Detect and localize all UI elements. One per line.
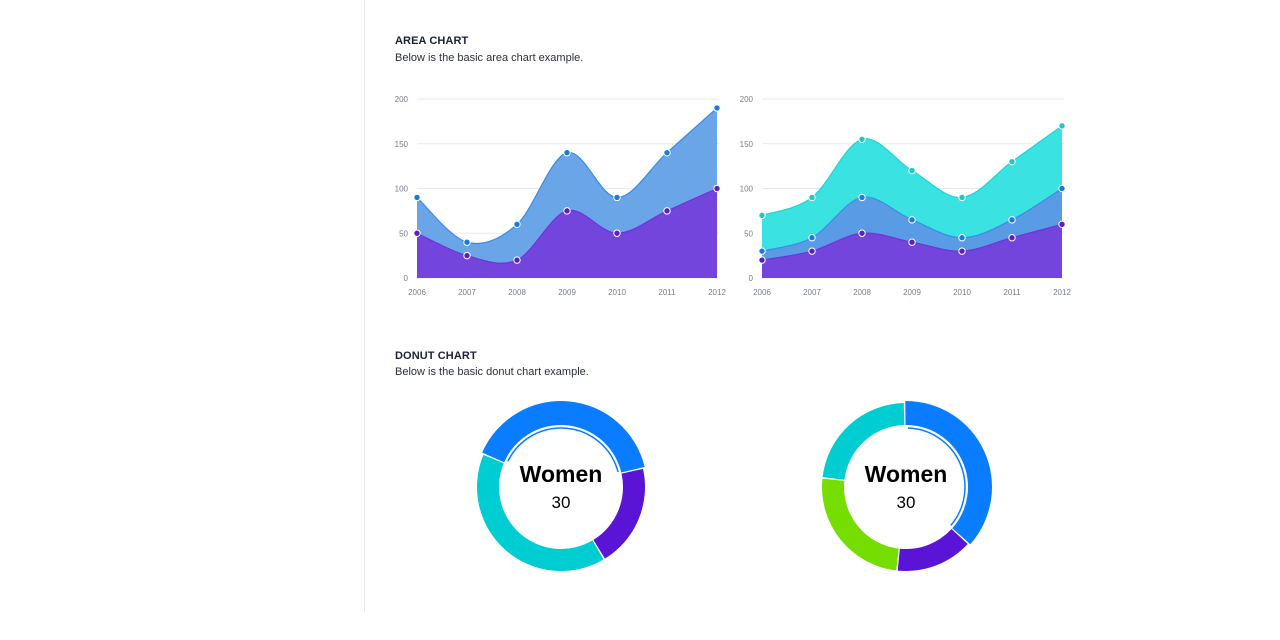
- y-tick-label: 50: [399, 229, 408, 238]
- data-point-series-1[interactable]: [1058, 184, 1066, 193]
- data-point-series-2[interactable]: [758, 256, 766, 264]
- donut-slice-2[interactable]: [477, 454, 604, 571]
- data-point-series-1[interactable]: [958, 234, 966, 242]
- data-point-series-1[interactable]: [513, 256, 521, 264]
- data-point-series-0[interactable]: [808, 193, 816, 202]
- y-tick-label: 100: [395, 185, 409, 194]
- data-point-series-0[interactable]: [958, 193, 966, 202]
- data-point-series-0[interactable]: [413, 193, 421, 202]
- data-point-series-1[interactable]: [413, 229, 421, 237]
- data-point-series-1[interactable]: [1008, 216, 1016, 224]
- donut-slice-1[interactable]: [593, 468, 645, 559]
- x-tick-label: 2010: [608, 288, 626, 297]
- donut-center-label: Women: [865, 461, 948, 487]
- x-tick-label: 2012: [708, 288, 726, 297]
- y-tick-label: 0: [404, 274, 409, 283]
- data-point-series-0[interactable]: [663, 149, 671, 157]
- x-tick-label: 2008: [508, 288, 526, 297]
- donut-slice-0[interactable]: [905, 401, 992, 545]
- donut-hover-indicator: [907, 427, 966, 526]
- x-tick-label: 2007: [458, 288, 476, 297]
- data-point-series-0[interactable]: [713, 104, 721, 112]
- donut-center-value: 30: [552, 493, 571, 512]
- data-point-series-1[interactable]: [908, 216, 916, 224]
- x-tick-label: 2009: [903, 288, 921, 297]
- donut-slice-2[interactable]: [822, 478, 899, 571]
- area-series-1: [417, 188, 717, 278]
- data-point-series-0[interactable]: [513, 220, 521, 229]
- data-point-series-1[interactable]: [463, 251, 471, 260]
- y-tick-label: 200: [740, 95, 754, 104]
- area-chart-heading: AREA CHART: [395, 35, 469, 47]
- donut-slice-0[interactable]: [482, 400, 645, 473]
- x-tick-label: 2006: [408, 288, 426, 297]
- data-point-series-0[interactable]: [858, 135, 866, 143]
- donut-chart-heading: DONUT CHART: [395, 350, 477, 362]
- donut-center-value: 30: [897, 493, 916, 512]
- x-tick-label: 2008: [853, 288, 871, 297]
- data-point-series-0[interactable]: [1058, 122, 1066, 130]
- donut-hover-indicator: [507, 427, 619, 473]
- x-tick-label: 2006: [753, 288, 771, 297]
- y-tick-label: 150: [740, 140, 754, 149]
- data-point-series-1[interactable]: [758, 247, 766, 255]
- data-point-series-2[interactable]: [958, 247, 966, 255]
- data-point-series-0[interactable]: [563, 149, 571, 157]
- y-tick-label: 200: [395, 95, 409, 104]
- y-tick-label: 50: [744, 229, 753, 238]
- data-point-series-1[interactable]: [713, 184, 721, 193]
- data-point-series-2[interactable]: [808, 247, 816, 255]
- data-point-series-0[interactable]: [1008, 157, 1016, 166]
- data-point-series-1[interactable]: [563, 207, 571, 215]
- y-tick-label: 150: [395, 140, 409, 149]
- area-chart-description: Below is the basic area chart example.: [395, 52, 584, 64]
- data-point-series-0[interactable]: [613, 193, 621, 202]
- data-point-series-2[interactable]: [1058, 220, 1066, 229]
- data-point-series-1[interactable]: [808, 234, 816, 242]
- data-point-series-0[interactable]: [908, 166, 916, 175]
- data-point-series-1[interactable]: [613, 229, 621, 237]
- x-tick-label: 2012: [1053, 288, 1071, 297]
- y-tick-label: 0: [749, 274, 754, 283]
- content-divider: [364, 0, 365, 612]
- x-tick-label: 2011: [658, 288, 676, 297]
- x-tick-label: 2010: [953, 288, 971, 297]
- data-point-series-2[interactable]: [908, 238, 916, 246]
- donut-chart-description: Below is the basic donut chart example.: [395, 366, 589, 378]
- data-point-series-2[interactable]: [858, 229, 866, 237]
- area-series-2: [762, 224, 1062, 278]
- x-tick-label: 2007: [803, 288, 821, 297]
- data-point-series-1[interactable]: [663, 207, 671, 215]
- x-tick-label: 2009: [558, 288, 576, 297]
- donut-slice-3[interactable]: [822, 403, 905, 480]
- x-tick-label: 2011: [1003, 288, 1021, 297]
- donut-center-label: Women: [520, 461, 603, 487]
- data-point-series-0[interactable]: [758, 211, 766, 220]
- y-tick-label: 100: [740, 185, 754, 194]
- data-point-series-0[interactable]: [463, 238, 471, 246]
- data-point-series-2[interactable]: [1008, 234, 1016, 242]
- donut-slice-1[interactable]: [897, 529, 968, 572]
- data-point-series-1[interactable]: [858, 193, 866, 202]
